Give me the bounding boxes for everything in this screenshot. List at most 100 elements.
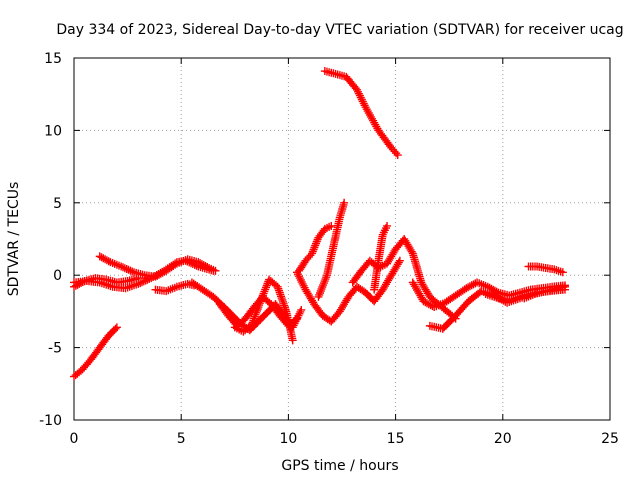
data-points xyxy=(70,67,569,381)
data-point xyxy=(560,285,569,294)
data-point-trail xyxy=(234,316,248,329)
data-point-trail xyxy=(543,264,557,273)
y-tick-label: -10 xyxy=(39,413,62,429)
data-point-trail xyxy=(296,258,309,274)
x-tick-label: 20 xyxy=(494,431,512,447)
y-tick-label: 5 xyxy=(53,196,62,212)
x-tick-label: 0 xyxy=(70,431,79,447)
x-tick-label: 15 xyxy=(387,431,405,447)
data-point-trail xyxy=(260,294,274,307)
data-point-trail xyxy=(379,224,390,237)
data-point-trail xyxy=(308,235,322,256)
data-point-trail xyxy=(432,299,447,311)
data-point-trail xyxy=(105,324,120,339)
data-point xyxy=(462,284,471,293)
data-point-trail xyxy=(119,263,137,276)
data-point-trail xyxy=(302,287,318,307)
data-point xyxy=(256,297,265,306)
grid xyxy=(74,58,610,420)
data-point xyxy=(151,272,160,281)
data-point-trail xyxy=(328,309,343,324)
data-point-trail xyxy=(242,304,257,321)
data-point xyxy=(383,221,392,230)
data-point-trail xyxy=(108,259,123,270)
data-point-trail xyxy=(255,310,270,325)
data-point-trail xyxy=(71,278,87,290)
data-point-trail xyxy=(384,246,399,266)
series-arc-1 xyxy=(70,323,121,381)
data-point-trail xyxy=(554,285,567,294)
data-point-trail xyxy=(123,280,141,292)
series-arc-18 xyxy=(520,285,569,303)
data-point xyxy=(288,336,297,345)
x-tick-label: 10 xyxy=(279,431,297,447)
y-axis-label: SDTVAR / TECUs xyxy=(6,182,22,297)
x-tick-label: 25 xyxy=(601,431,619,447)
data-point xyxy=(419,297,428,306)
data-point-trail xyxy=(175,256,190,267)
data-point-trail xyxy=(526,262,539,271)
data-point-trail xyxy=(274,284,290,314)
series-arc-11 xyxy=(314,198,349,301)
data-point xyxy=(117,262,126,271)
data-point-trail xyxy=(509,292,527,304)
data-point-trail xyxy=(453,298,472,319)
data-point xyxy=(353,85,362,94)
data-point-trail xyxy=(232,324,246,335)
data-point-trail xyxy=(379,273,395,292)
data-point-trail xyxy=(315,273,331,299)
data-point-trail xyxy=(522,290,537,302)
data-point-trail xyxy=(207,264,218,274)
data-point-trail xyxy=(409,251,425,285)
data-point-trail xyxy=(217,301,232,319)
data-point xyxy=(292,314,301,323)
series-arc-9 xyxy=(292,256,404,326)
data-point xyxy=(95,252,104,261)
series-arc-3 xyxy=(70,274,143,291)
y-tick-label: 10 xyxy=(44,123,62,139)
data-point-trail xyxy=(349,268,365,285)
data-point-trail xyxy=(388,145,401,158)
data-point-trail xyxy=(483,290,501,302)
data-point-trail xyxy=(370,258,383,292)
data-point xyxy=(558,268,567,277)
data-point-trail xyxy=(362,105,375,121)
data-point-trail xyxy=(303,251,315,263)
data-point-trail xyxy=(189,279,205,293)
data-point xyxy=(297,305,306,314)
data-point-trail xyxy=(71,366,85,380)
data-point-trail xyxy=(153,267,169,280)
data-point xyxy=(340,198,349,207)
data-point xyxy=(327,221,336,230)
data-point-trail xyxy=(552,266,565,276)
data-point-trail xyxy=(257,277,273,304)
data-point-trail xyxy=(97,333,112,350)
data-point-trail xyxy=(80,356,94,372)
data-point-trail xyxy=(343,74,360,93)
data-point xyxy=(112,323,121,332)
data-point-trail xyxy=(485,283,501,296)
data-point-trail xyxy=(200,286,216,300)
data-point-trail xyxy=(418,280,433,300)
data-point xyxy=(211,266,220,275)
data-point-trail xyxy=(282,309,297,343)
data-point-trail xyxy=(440,313,459,332)
series-arc-13 xyxy=(348,235,460,323)
x-axis-label: GPS time / hours xyxy=(281,458,398,474)
data-point-trail xyxy=(323,244,337,278)
data-point-trail xyxy=(374,232,387,263)
data-point-trail xyxy=(323,222,334,232)
series-arc-14 xyxy=(370,221,392,294)
data-point-trail xyxy=(315,226,328,240)
series-arc-8 xyxy=(230,275,297,345)
y-tick-label: -5 xyxy=(48,341,62,357)
data-point-trail xyxy=(293,270,309,292)
data-point-trail xyxy=(382,136,394,150)
data-point-trail xyxy=(329,215,344,249)
data-point-trail xyxy=(409,280,427,304)
data-point xyxy=(393,151,402,160)
data-point-trail xyxy=(388,258,403,278)
data-point-trail xyxy=(535,262,548,272)
data-point-trail xyxy=(336,294,352,314)
